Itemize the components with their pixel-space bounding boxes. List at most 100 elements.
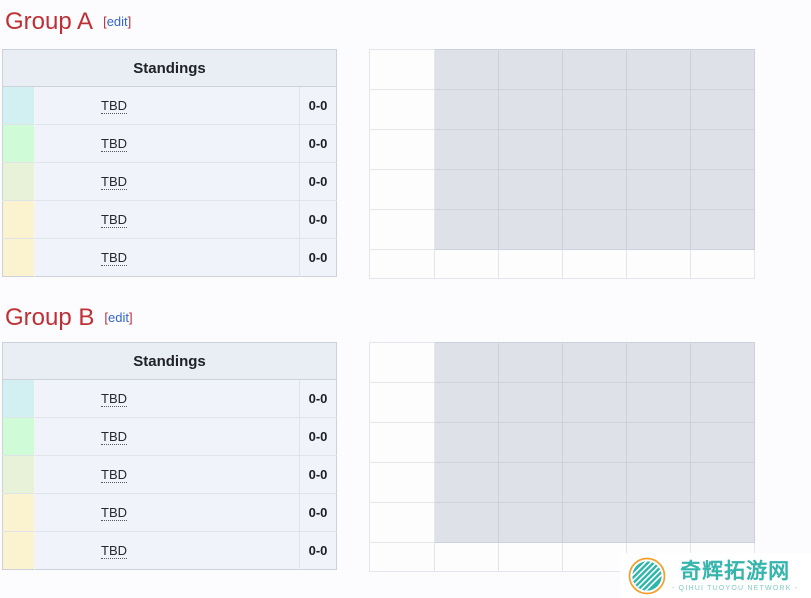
crosstable-result-cell: [498, 49, 563, 90]
crosstable-result-cell: [498, 342, 563, 383]
team-name: TBD: [101, 136, 127, 152]
crosstable-result-cell: [498, 462, 563, 503]
standings-row: TBD 0-0: [2, 238, 337, 277]
crosstable-team-cell: [369, 129, 435, 170]
crosstable-team-cell: [369, 502, 435, 543]
crosstable-result-cell: [498, 89, 563, 130]
team-cell: TBD: [34, 455, 300, 494]
standings-header-row: Standings: [2, 342, 337, 380]
standings-header-row: Standings: [2, 49, 337, 87]
watermark: 奇辉拓游网 - QIHUI TUOYOU NETWORK -: [620, 553, 811, 598]
crosstable-result-cell: [690, 342, 755, 383]
standings-row: TBD 0-0: [2, 493, 337, 532]
team-cell: TBD: [34, 162, 300, 201]
crosstable-row: [369, 342, 755, 383]
crosstable-footer-cell: [434, 249, 499, 279]
watermark-logo-icon: [628, 557, 666, 594]
group-a-standings-table: Standings TBD 0-0 TBD 0-0: [2, 49, 337, 277]
group-b-heading-text: Group B: [5, 304, 95, 331]
crosstable-result-cell: [562, 89, 627, 130]
crosstable-team-cell: [369, 89, 435, 130]
crosstable-result-cell: [498, 129, 563, 170]
crosstable-result-cell: [626, 422, 691, 463]
crosstable-result-cell: [498, 382, 563, 423]
crosstable-row: [369, 209, 755, 250]
group-a-heading: Group A [edit]: [5, 8, 811, 35]
crosstable-row: [369, 502, 755, 543]
crosstable-result-cell: [434, 49, 499, 90]
status-color-cell: [2, 379, 35, 418]
crosstable-result-cell: [498, 502, 563, 543]
status-color-cell: [2, 124, 35, 163]
team-cell: TBD: [34, 86, 300, 125]
crosstable-result-cell: [626, 462, 691, 503]
record-cell: 0-0: [299, 162, 337, 201]
crosstable-result-cell: [690, 462, 755, 503]
crosstable-result-cell: [498, 169, 563, 210]
watermark-title: 奇辉拓游网: [680, 559, 791, 583]
team-name: TBD: [101, 98, 127, 114]
crosstable-footer-cell: [434, 542, 499, 572]
crosstable-result-cell: [690, 129, 755, 170]
standings-row: TBD 0-0: [2, 379, 337, 418]
standings-row: TBD 0-0: [2, 124, 337, 163]
group-a-edit-link[interactable]: edit: [106, 14, 128, 29]
crosstable-result-cell: [434, 382, 499, 423]
standings-header: Standings: [2, 49, 337, 87]
team-cell: TBD: [34, 238, 300, 277]
crosstable-result-cell: [562, 342, 627, 383]
status-color-cell: [2, 417, 35, 456]
record-cell: 0-0: [299, 379, 337, 418]
team-cell: TBD: [34, 417, 300, 456]
crosstable-footer-cell: [369, 542, 435, 572]
group-b-standings-table: Standings TBD 0-0 TBD 0-0: [2, 342, 337, 570]
group-b-edit-link[interactable]: edit: [108, 310, 129, 325]
crosstable-footer-cell: [498, 249, 563, 279]
crosstable-result-cell: [498, 422, 563, 463]
crosstable-footer-cell: [626, 249, 691, 279]
record-cell: 0-0: [299, 200, 337, 239]
crosstable-result-cell: [434, 342, 499, 383]
record-cell: 0-0: [299, 238, 337, 277]
crosstable-result-cell: [434, 89, 499, 130]
crosstable-result-cell: [690, 502, 755, 543]
record-cell: 0-0: [299, 493, 337, 532]
crosstable-result-cell: [690, 169, 755, 210]
crosstable-row: [369, 462, 755, 503]
crosstable-row: [369, 129, 755, 170]
group-b-editsection: [edit]: [104, 310, 132, 325]
group-b-section: Group B [edit] Standings TBD 0-0: [0, 304, 811, 572]
standings-row: TBD 0-0: [2, 455, 337, 494]
crosstable-result-cell: [626, 342, 691, 383]
edit-close-bracket: ]: [127, 14, 132, 29]
team-name: TBD: [101, 429, 127, 445]
crosstable-result-cell: [562, 169, 627, 210]
crosstable-result-cell: [626, 89, 691, 130]
status-color-cell: [2, 238, 35, 277]
team-name: TBD: [101, 467, 127, 483]
group-a-editsection: [edit]: [103, 14, 131, 29]
watermark-text: 奇辉拓游网 - QIHUI TUOYOU NETWORK -: [672, 560, 798, 592]
crosstable-team-cell: [369, 209, 435, 250]
status-color-cell: [2, 200, 35, 239]
crosstable-result-cell: [626, 49, 691, 90]
team-name: TBD: [101, 505, 127, 521]
crosstable-result-cell: [626, 169, 691, 210]
crosstable-row: [369, 382, 755, 423]
crosstable-result-cell: [562, 502, 627, 543]
crosstable-result-cell: [626, 502, 691, 543]
crosstable-result-cell: [434, 129, 499, 170]
crosstable-result-cell: [562, 49, 627, 90]
edit-close-bracket: ]: [128, 310, 133, 325]
crosstable-result-cell: [626, 129, 691, 170]
crosstable-result-cell: [690, 209, 755, 250]
record-cell: 0-0: [299, 455, 337, 494]
group-a-section: Group A [edit] Standings TBD 0-0: [0, 8, 811, 279]
crosstable-result-cell: [562, 462, 627, 503]
crosstable-result-cell: [626, 382, 691, 423]
team-cell: TBD: [34, 531, 300, 570]
team-name: TBD: [101, 543, 127, 559]
crosstable-footer-row: [369, 249, 755, 279]
crosstable-team-cell: [369, 462, 435, 503]
crosstable-result-cell: [690, 422, 755, 463]
